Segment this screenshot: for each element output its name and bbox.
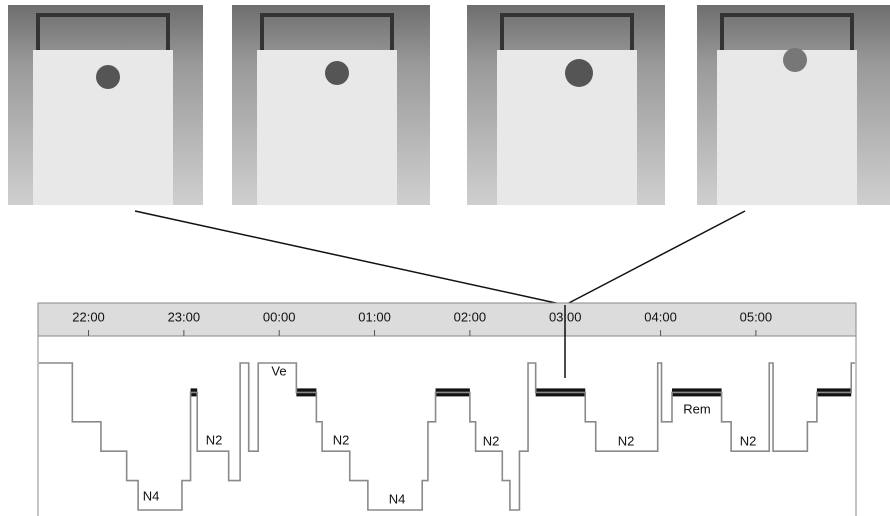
stage-label: Ve	[271, 363, 286, 378]
x-tick-label: 22:00	[72, 309, 105, 324]
hypnogram-line	[39, 363, 855, 510]
photo	[8, 5, 203, 205]
stage-label: N2	[618, 433, 635, 448]
axis-band	[38, 303, 856, 336]
stage-label: N2	[483, 433, 500, 448]
photo	[697, 5, 890, 205]
stage-label: N2	[206, 432, 223, 447]
stage-label: Rem	[683, 401, 710, 416]
x-tick-label: 00:00	[263, 309, 296, 324]
x-tick-label: 05:00	[740, 309, 773, 324]
annotations: N4 N2 Ve N2 N4 N2 N2 Rem N2	[143, 363, 757, 506]
x-tick-label: 04:00	[644, 309, 677, 324]
stage-label: N2	[740, 433, 757, 448]
photo	[467, 5, 665, 205]
x-tick-label: 01:00	[358, 309, 391, 324]
stage-label: N4	[143, 488, 160, 503]
stage-label: N2	[333, 432, 350, 447]
x-tick-label: 23:00	[168, 309, 201, 324]
connector	[565, 211, 745, 305]
photo	[232, 5, 430, 205]
photos	[8, 5, 890, 205]
plot-frame	[38, 336, 856, 516]
x-tick-label: 02:00	[454, 309, 487, 324]
connector	[135, 211, 565, 305]
stage-label: N4	[389, 491, 406, 506]
figure: 22:0023:0000:0001:0002:0003:0004:0005:00…	[0, 0, 890, 516]
